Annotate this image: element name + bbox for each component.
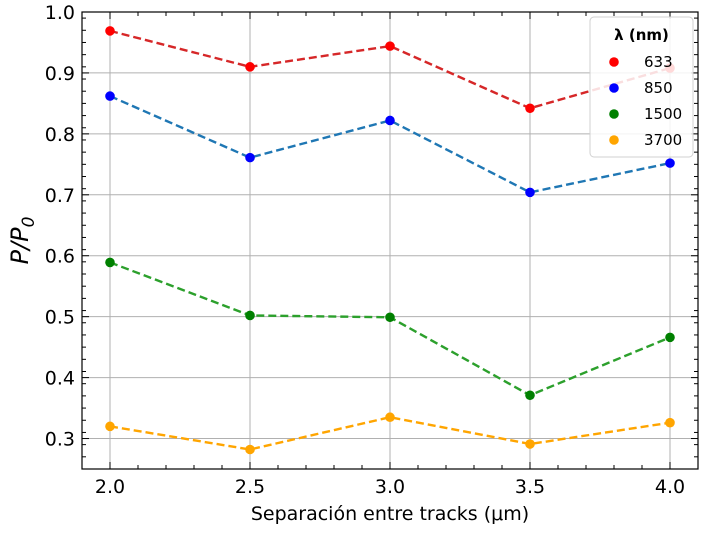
legend-marker-850: [609, 83, 619, 93]
y-tick-label: 0.3: [45, 429, 75, 451]
data-point-1500: [105, 257, 115, 268]
data-point-850: [665, 158, 675, 168]
y-tick-label: 0.5: [45, 307, 75, 329]
x-tick-label: 3.5: [515, 476, 545, 498]
tick-layer: 2.0 2.5 3.0 3.5 4.0 0.3 0.4 0.5 0.6 0.7 0.8 0.9 1.0: [45, 2, 699, 498]
data-point-633: [525, 103, 535, 114]
y-axis-title-subscript: 0: [19, 217, 39, 228]
legend-label-1500: 1500: [644, 105, 682, 123]
data-point-3700: [665, 417, 675, 428]
y-tick-label: 1.0: [45, 2, 75, 24]
data-point-633: [245, 62, 255, 72]
legend: λ (nm) 633 850 1500 3700: [589, 16, 694, 158]
data-point-3700: [245, 444, 255, 455]
data-point-3700: [525, 439, 535, 449]
y-tick-label: 0.8: [45, 124, 75, 146]
y-tick-label: 0.9: [45, 63, 75, 85]
data-point-1500: [245, 310, 255, 321]
data-point-1500: [665, 332, 675, 343]
x-axis-title: Separación entre tracks (μm): [251, 503, 529, 525]
data-point-850: [105, 91, 115, 101]
x-tick-label: 4.0: [655, 476, 685, 498]
legend-label-633: 633: [644, 53, 673, 71]
y-tick-label: 0.6: [45, 246, 75, 268]
legend-marker-633: [609, 57, 619, 67]
data-point-633: [105, 26, 115, 36]
legend-box: [589, 16, 694, 158]
x-tick-label: 2.5: [235, 476, 265, 498]
data-point-3700: [385, 412, 395, 423]
data-point-633: [385, 41, 395, 51]
y-axis-title: P/P0: [6, 217, 39, 265]
y-axis-title-main: P/P: [6, 227, 34, 265]
legend-marker-3700: [609, 135, 619, 145]
data-point-3700: [105, 421, 115, 432]
data-point-850: [525, 187, 535, 198]
legend-marker-1500: [609, 109, 619, 119]
data-point-850: [385, 115, 395, 126]
x-tick-label: 2.0: [95, 476, 125, 498]
legend-title: λ (nm): [614, 26, 669, 44]
data-point-1500: [525, 390, 535, 401]
series-line-633: [109, 29, 671, 110]
y-tick-label: 0.4: [45, 368, 75, 390]
x-tick-label: 3.0: [375, 476, 405, 498]
data-point-850: [245, 152, 255, 163]
legend-label-850: 850: [644, 79, 673, 97]
y-tick-label: 0.7: [45, 185, 75, 207]
series-line-850: [109, 94, 671, 194]
legend-label-3700: 3700: [644, 131, 682, 149]
series-layer: [105, 26, 675, 455]
series-line-3700: [109, 415, 671, 451]
data-point-1500: [385, 312, 395, 323]
